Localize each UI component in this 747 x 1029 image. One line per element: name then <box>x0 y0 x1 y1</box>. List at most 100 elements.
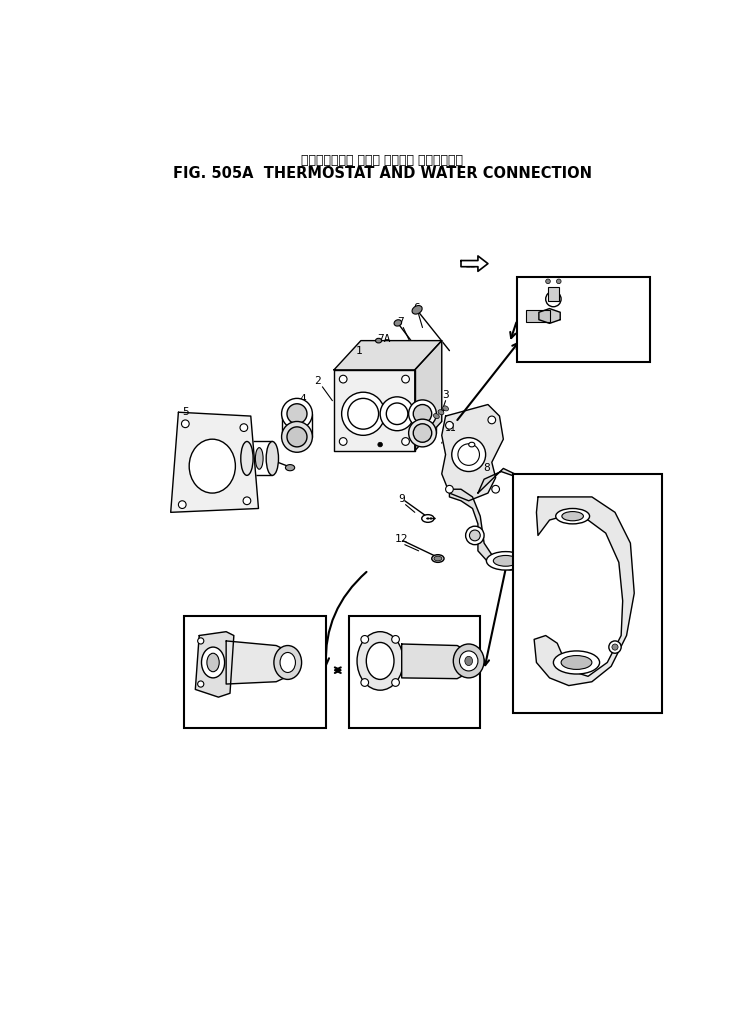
Ellipse shape <box>361 636 368 643</box>
Ellipse shape <box>458 443 480 465</box>
Ellipse shape <box>282 398 312 429</box>
Text: 1: 1 <box>356 346 363 356</box>
Ellipse shape <box>468 442 475 447</box>
Ellipse shape <box>409 400 436 428</box>
Ellipse shape <box>452 437 486 471</box>
Text: 8B: 8B <box>220 629 233 638</box>
Ellipse shape <box>446 486 453 493</box>
Polygon shape <box>196 632 234 697</box>
Text: サーモスタット および ウォータ コネクション: サーモスタット および ウォータ コネクション <box>302 154 463 167</box>
Ellipse shape <box>198 638 204 644</box>
Ellipse shape <box>609 641 622 653</box>
Ellipse shape <box>422 514 434 523</box>
Ellipse shape <box>243 497 251 504</box>
Ellipse shape <box>433 518 436 520</box>
Ellipse shape <box>459 651 478 671</box>
Ellipse shape <box>556 508 589 524</box>
Polygon shape <box>534 497 634 685</box>
Polygon shape <box>171 413 258 512</box>
Ellipse shape <box>179 501 186 508</box>
Polygon shape <box>539 309 560 323</box>
Ellipse shape <box>433 414 439 419</box>
Ellipse shape <box>376 339 382 343</box>
Ellipse shape <box>446 422 453 429</box>
Ellipse shape <box>361 679 368 686</box>
Ellipse shape <box>378 442 382 447</box>
Ellipse shape <box>391 679 400 686</box>
Polygon shape <box>450 468 542 570</box>
Polygon shape <box>402 644 468 679</box>
Polygon shape <box>334 369 415 451</box>
Ellipse shape <box>413 424 432 442</box>
Polygon shape <box>461 256 488 272</box>
Ellipse shape <box>546 279 551 284</box>
Text: 前方: 前方 <box>466 259 476 269</box>
Ellipse shape <box>432 555 444 563</box>
Ellipse shape <box>413 404 432 423</box>
Bar <box>527 310 550 322</box>
Ellipse shape <box>557 279 561 284</box>
Text: 8: 8 <box>483 463 490 473</box>
Ellipse shape <box>274 645 302 679</box>
Text: 3A: 3A <box>603 330 616 341</box>
Ellipse shape <box>339 437 347 446</box>
Ellipse shape <box>434 557 441 561</box>
Bar <box>184 616 326 728</box>
Ellipse shape <box>492 486 500 493</box>
Ellipse shape <box>357 632 403 690</box>
Ellipse shape <box>409 419 436 447</box>
Ellipse shape <box>402 437 409 446</box>
Ellipse shape <box>465 657 473 666</box>
Ellipse shape <box>198 681 204 687</box>
Ellipse shape <box>280 652 296 673</box>
Text: 11: 11 <box>445 423 457 432</box>
Ellipse shape <box>394 320 402 326</box>
Polygon shape <box>415 341 441 451</box>
Ellipse shape <box>241 441 253 475</box>
Ellipse shape <box>287 403 307 424</box>
Text: 5: 5 <box>183 407 190 417</box>
Text: D60,65S-6用: D60,65S-6用 <box>228 707 282 715</box>
Ellipse shape <box>453 644 484 678</box>
Ellipse shape <box>554 651 600 674</box>
Text: 3: 3 <box>442 390 449 399</box>
Polygon shape <box>441 404 503 501</box>
Ellipse shape <box>380 397 414 431</box>
Text: FIG. 505A  THERMOSTAT AND WATER CONNECTION: FIG. 505A THERMOSTAT AND WATER CONNECTIO… <box>173 166 592 181</box>
Ellipse shape <box>430 518 433 520</box>
Ellipse shape <box>348 398 379 429</box>
Text: 8B: 8B <box>385 629 398 638</box>
Text: 10: 10 <box>465 438 477 448</box>
Bar <box>548 287 559 300</box>
Ellipse shape <box>366 642 394 679</box>
Ellipse shape <box>202 647 225 678</box>
Ellipse shape <box>562 511 583 521</box>
Ellipse shape <box>493 556 518 566</box>
Bar <box>350 616 480 728</box>
Ellipse shape <box>469 530 480 541</box>
Ellipse shape <box>207 653 219 672</box>
Text: 6D37用: 6D37用 <box>577 341 604 350</box>
Text: For D60A P PL-8: For D60A P PL-8 <box>559 687 639 697</box>
Ellipse shape <box>386 403 408 425</box>
Text: 6: 6 <box>414 304 421 313</box>
Text: For 6D37: For 6D37 <box>569 350 612 359</box>
Text: 12: 12 <box>395 534 409 544</box>
Text: For  D75S: For D75S <box>391 716 439 725</box>
Ellipse shape <box>438 410 444 415</box>
Polygon shape <box>334 341 441 369</box>
Text: D60A P PL-8用: D60A P PL-8用 <box>566 677 631 686</box>
Text: 4: 4 <box>300 394 306 404</box>
Text: 2: 2 <box>314 377 320 387</box>
Text: 7A: 7A <box>377 334 391 344</box>
Ellipse shape <box>612 644 618 650</box>
Ellipse shape <box>402 376 409 383</box>
Text: 8A: 8A <box>633 554 647 564</box>
Text: 9: 9 <box>398 494 405 504</box>
Ellipse shape <box>285 464 294 470</box>
Text: 8A: 8A <box>570 665 583 675</box>
Text: 7: 7 <box>397 317 404 327</box>
Ellipse shape <box>287 427 307 447</box>
Ellipse shape <box>561 655 592 670</box>
Ellipse shape <box>412 306 422 314</box>
